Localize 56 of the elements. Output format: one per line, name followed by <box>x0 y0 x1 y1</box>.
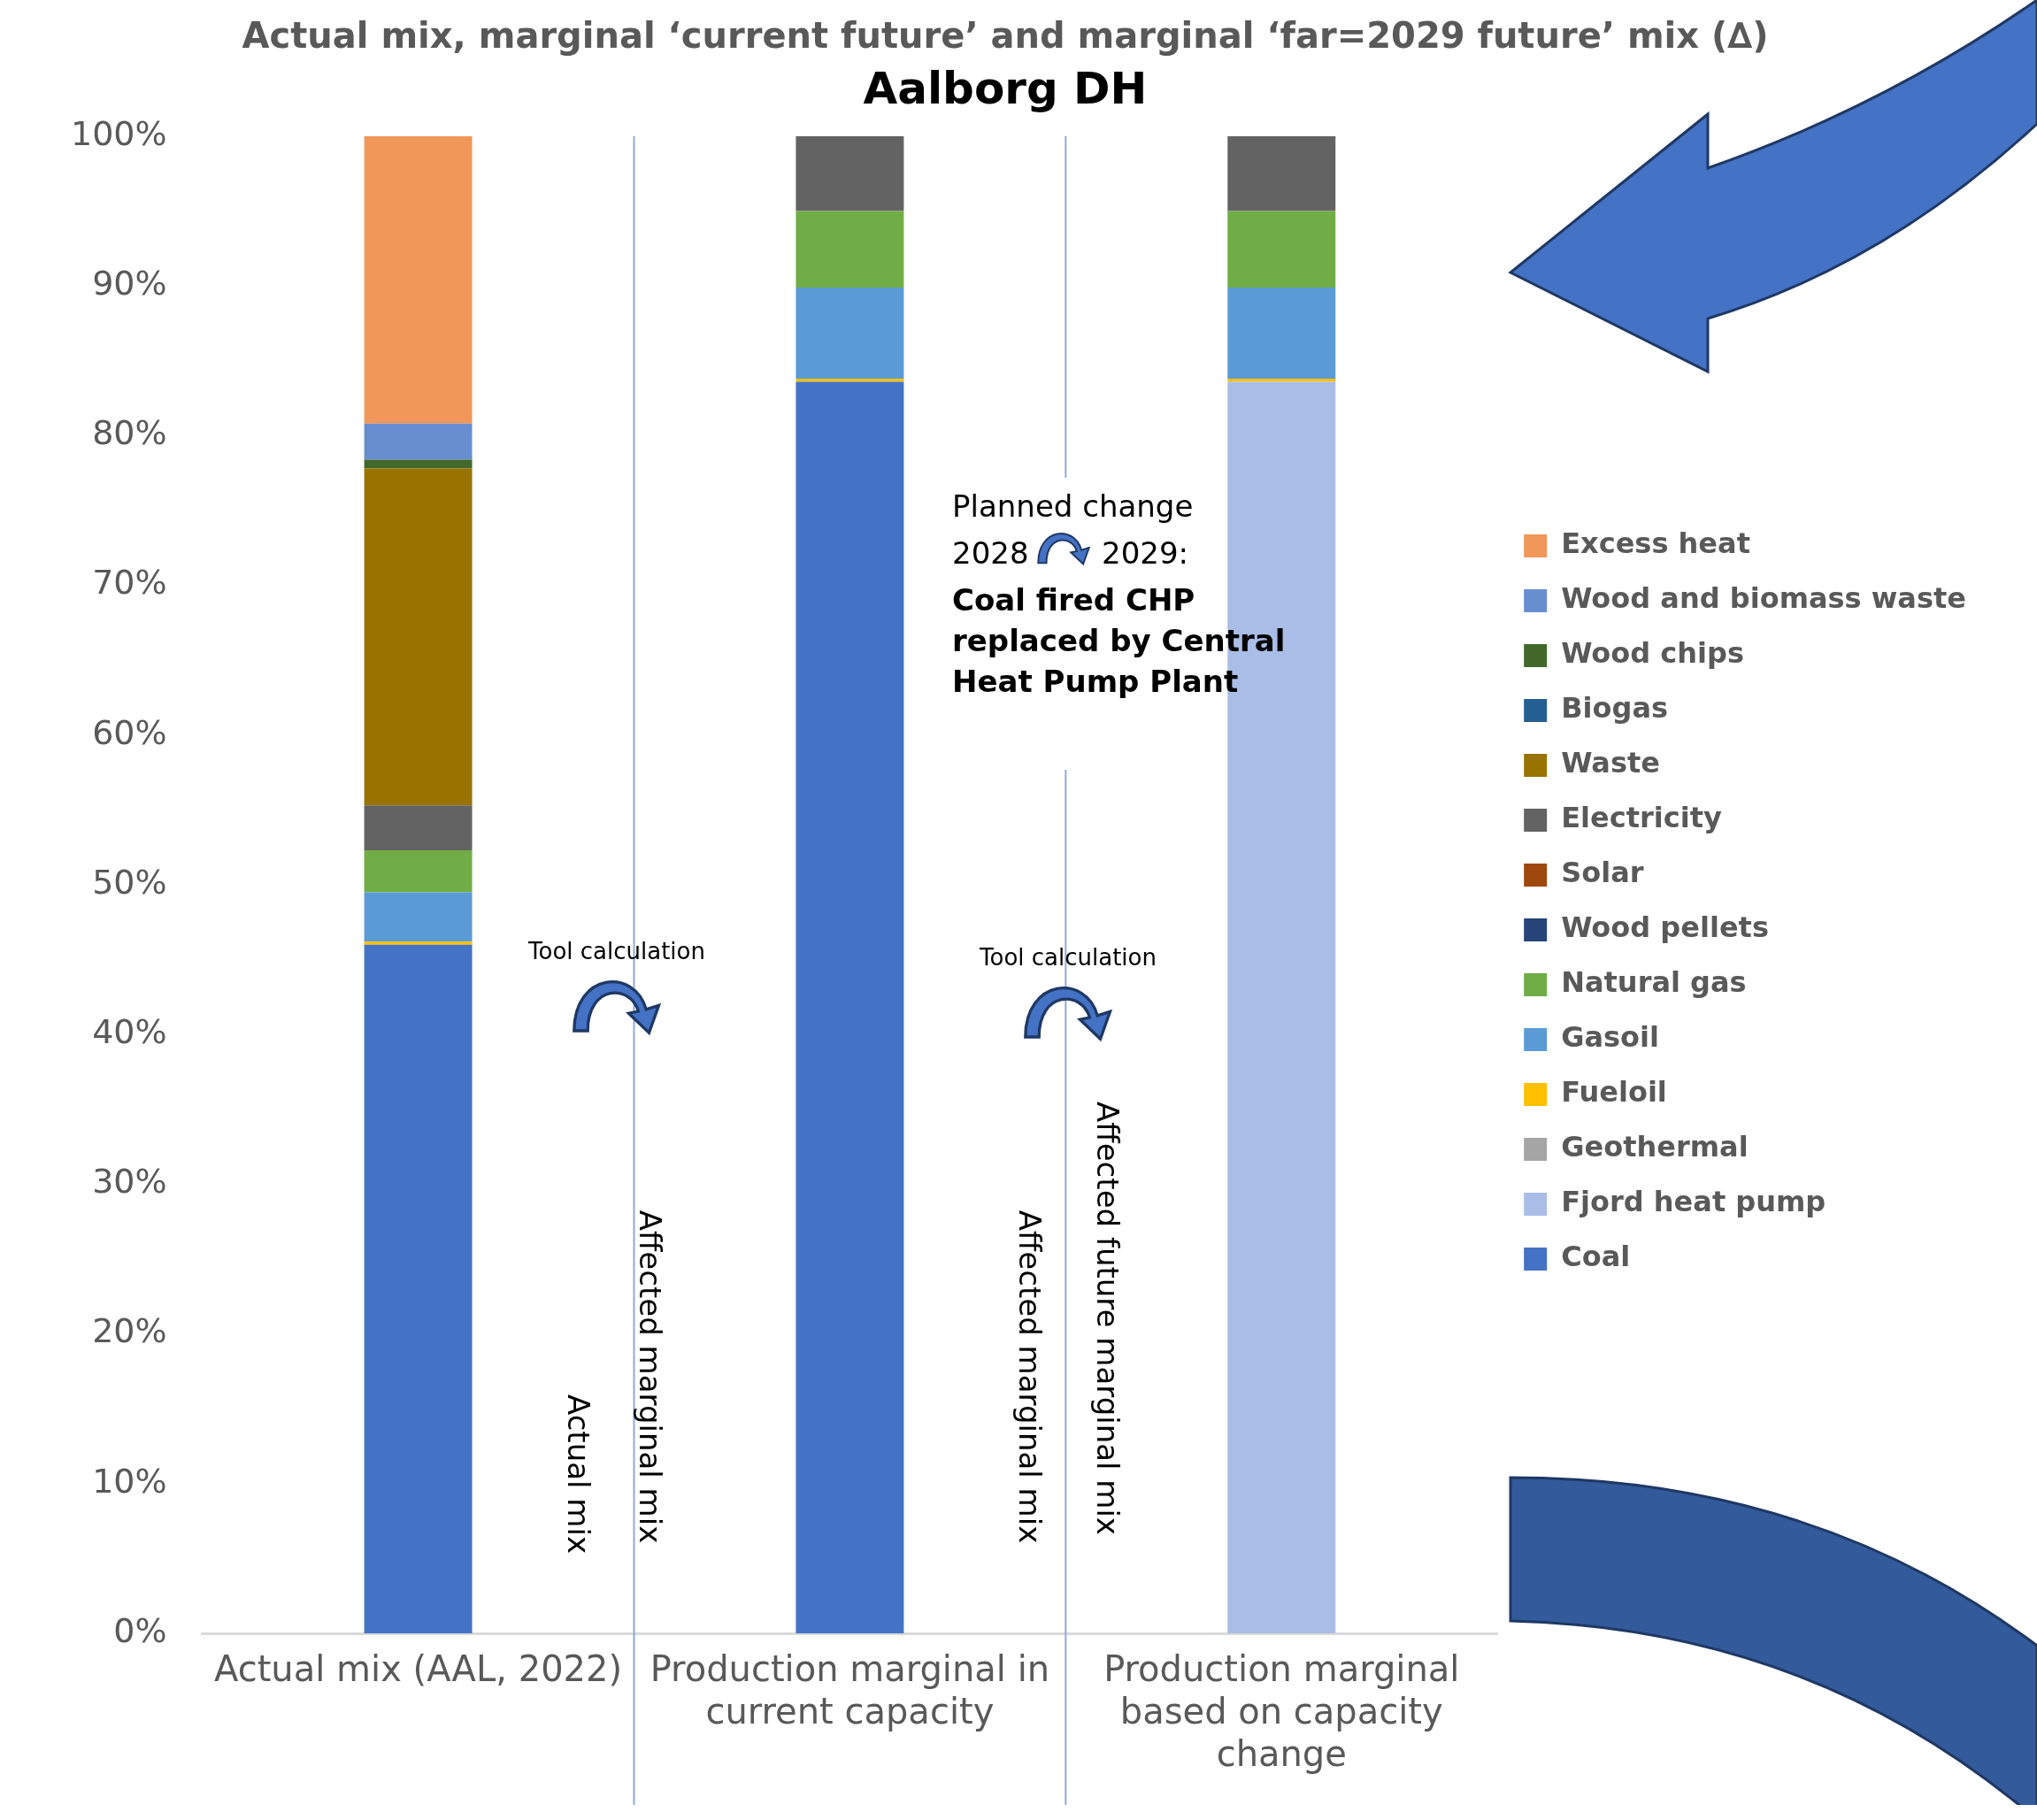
x-tick-label: Actual mix (AAL, 2022) <box>214 1648 623 1690</box>
legend-label: Solar <box>1561 856 1644 890</box>
annotation: 2028 <box>952 534 1030 572</box>
x-tick-label: Production marginal in current capacity <box>650 1648 1050 1732</box>
bar <box>364 423 473 460</box>
legend-label: Fueloil <box>1561 1075 1667 1110</box>
annotation: Coal fired CHP replaced by Central Heat Pump Plant <box>952 581 1287 701</box>
legend-label: Excess heat <box>1561 526 1750 561</box>
y-tick-label: 40% <box>92 1012 167 1052</box>
x-tick-label: Production marginal based on capacity change <box>1103 1648 1460 1775</box>
legend-label: Electricity <box>1561 801 1722 835</box>
legend-label: Gasoil <box>1561 1020 1659 1055</box>
legend-label: Wood and biomass waste <box>1561 581 1966 616</box>
legend-label: Waste <box>1561 746 1660 780</box>
legend-label: Coal <box>1561 1240 1631 1274</box>
bar <box>796 136 904 211</box>
bar <box>364 468 473 806</box>
annotation: Actual mix <box>559 1394 597 1555</box>
annotation: Affected marginal mix <box>631 1209 669 1544</box>
bar <box>1227 136 1336 211</box>
y-tick-label: 0% <box>113 1610 167 1650</box>
legend-label: Biogas <box>1561 691 1669 726</box>
bar <box>364 136 473 424</box>
y-tick-label: 50% <box>92 862 167 902</box>
y-tick-label: 60% <box>92 712 167 752</box>
legend-label: Natural gas <box>1561 965 1747 1000</box>
bar <box>364 941 473 945</box>
y-tick-label: 100% <box>71 113 167 153</box>
y-tick-label: 10% <box>92 1461 167 1501</box>
y-tick-label: 90% <box>92 264 167 303</box>
bar <box>364 892 473 942</box>
chart-title: Actual mix, marginal ‘current future’ and marginal ‘far=2029 future’ mix (∆) <box>242 15 1769 57</box>
annotation: Affected future marginal mix <box>1088 1102 1126 1535</box>
annotation: Planned change <box>952 488 1195 526</box>
y-tick-label: 80% <box>92 413 167 453</box>
bar <box>364 805 473 851</box>
bar <box>796 287 904 380</box>
bar <box>1227 211 1336 288</box>
annotation: 2029: <box>1102 534 1189 572</box>
bar <box>1227 287 1336 380</box>
bar <box>364 850 473 893</box>
legend-label: Wood pellets <box>1561 910 1769 945</box>
bar <box>796 381 904 1633</box>
y-tick-label: 30% <box>92 1162 167 1202</box>
y-tick-label: 20% <box>92 1311 167 1351</box>
bar <box>796 211 904 288</box>
annotation: Tool calculation <box>527 937 706 966</box>
legend-label: Geothermal <box>1561 1130 1749 1164</box>
legend-label: Wood chips <box>1561 636 1745 671</box>
legend-label: Fjord heat pump <box>1561 1185 1826 1219</box>
bar <box>364 944 473 1633</box>
annotation: Tool calculation <box>979 943 1157 972</box>
bar <box>364 459 473 469</box>
y-tick-label: 70% <box>92 563 167 603</box>
chart-subtitle: Aalborg DH <box>863 62 1148 114</box>
annotation: Affected marginal mix <box>1011 1209 1049 1544</box>
